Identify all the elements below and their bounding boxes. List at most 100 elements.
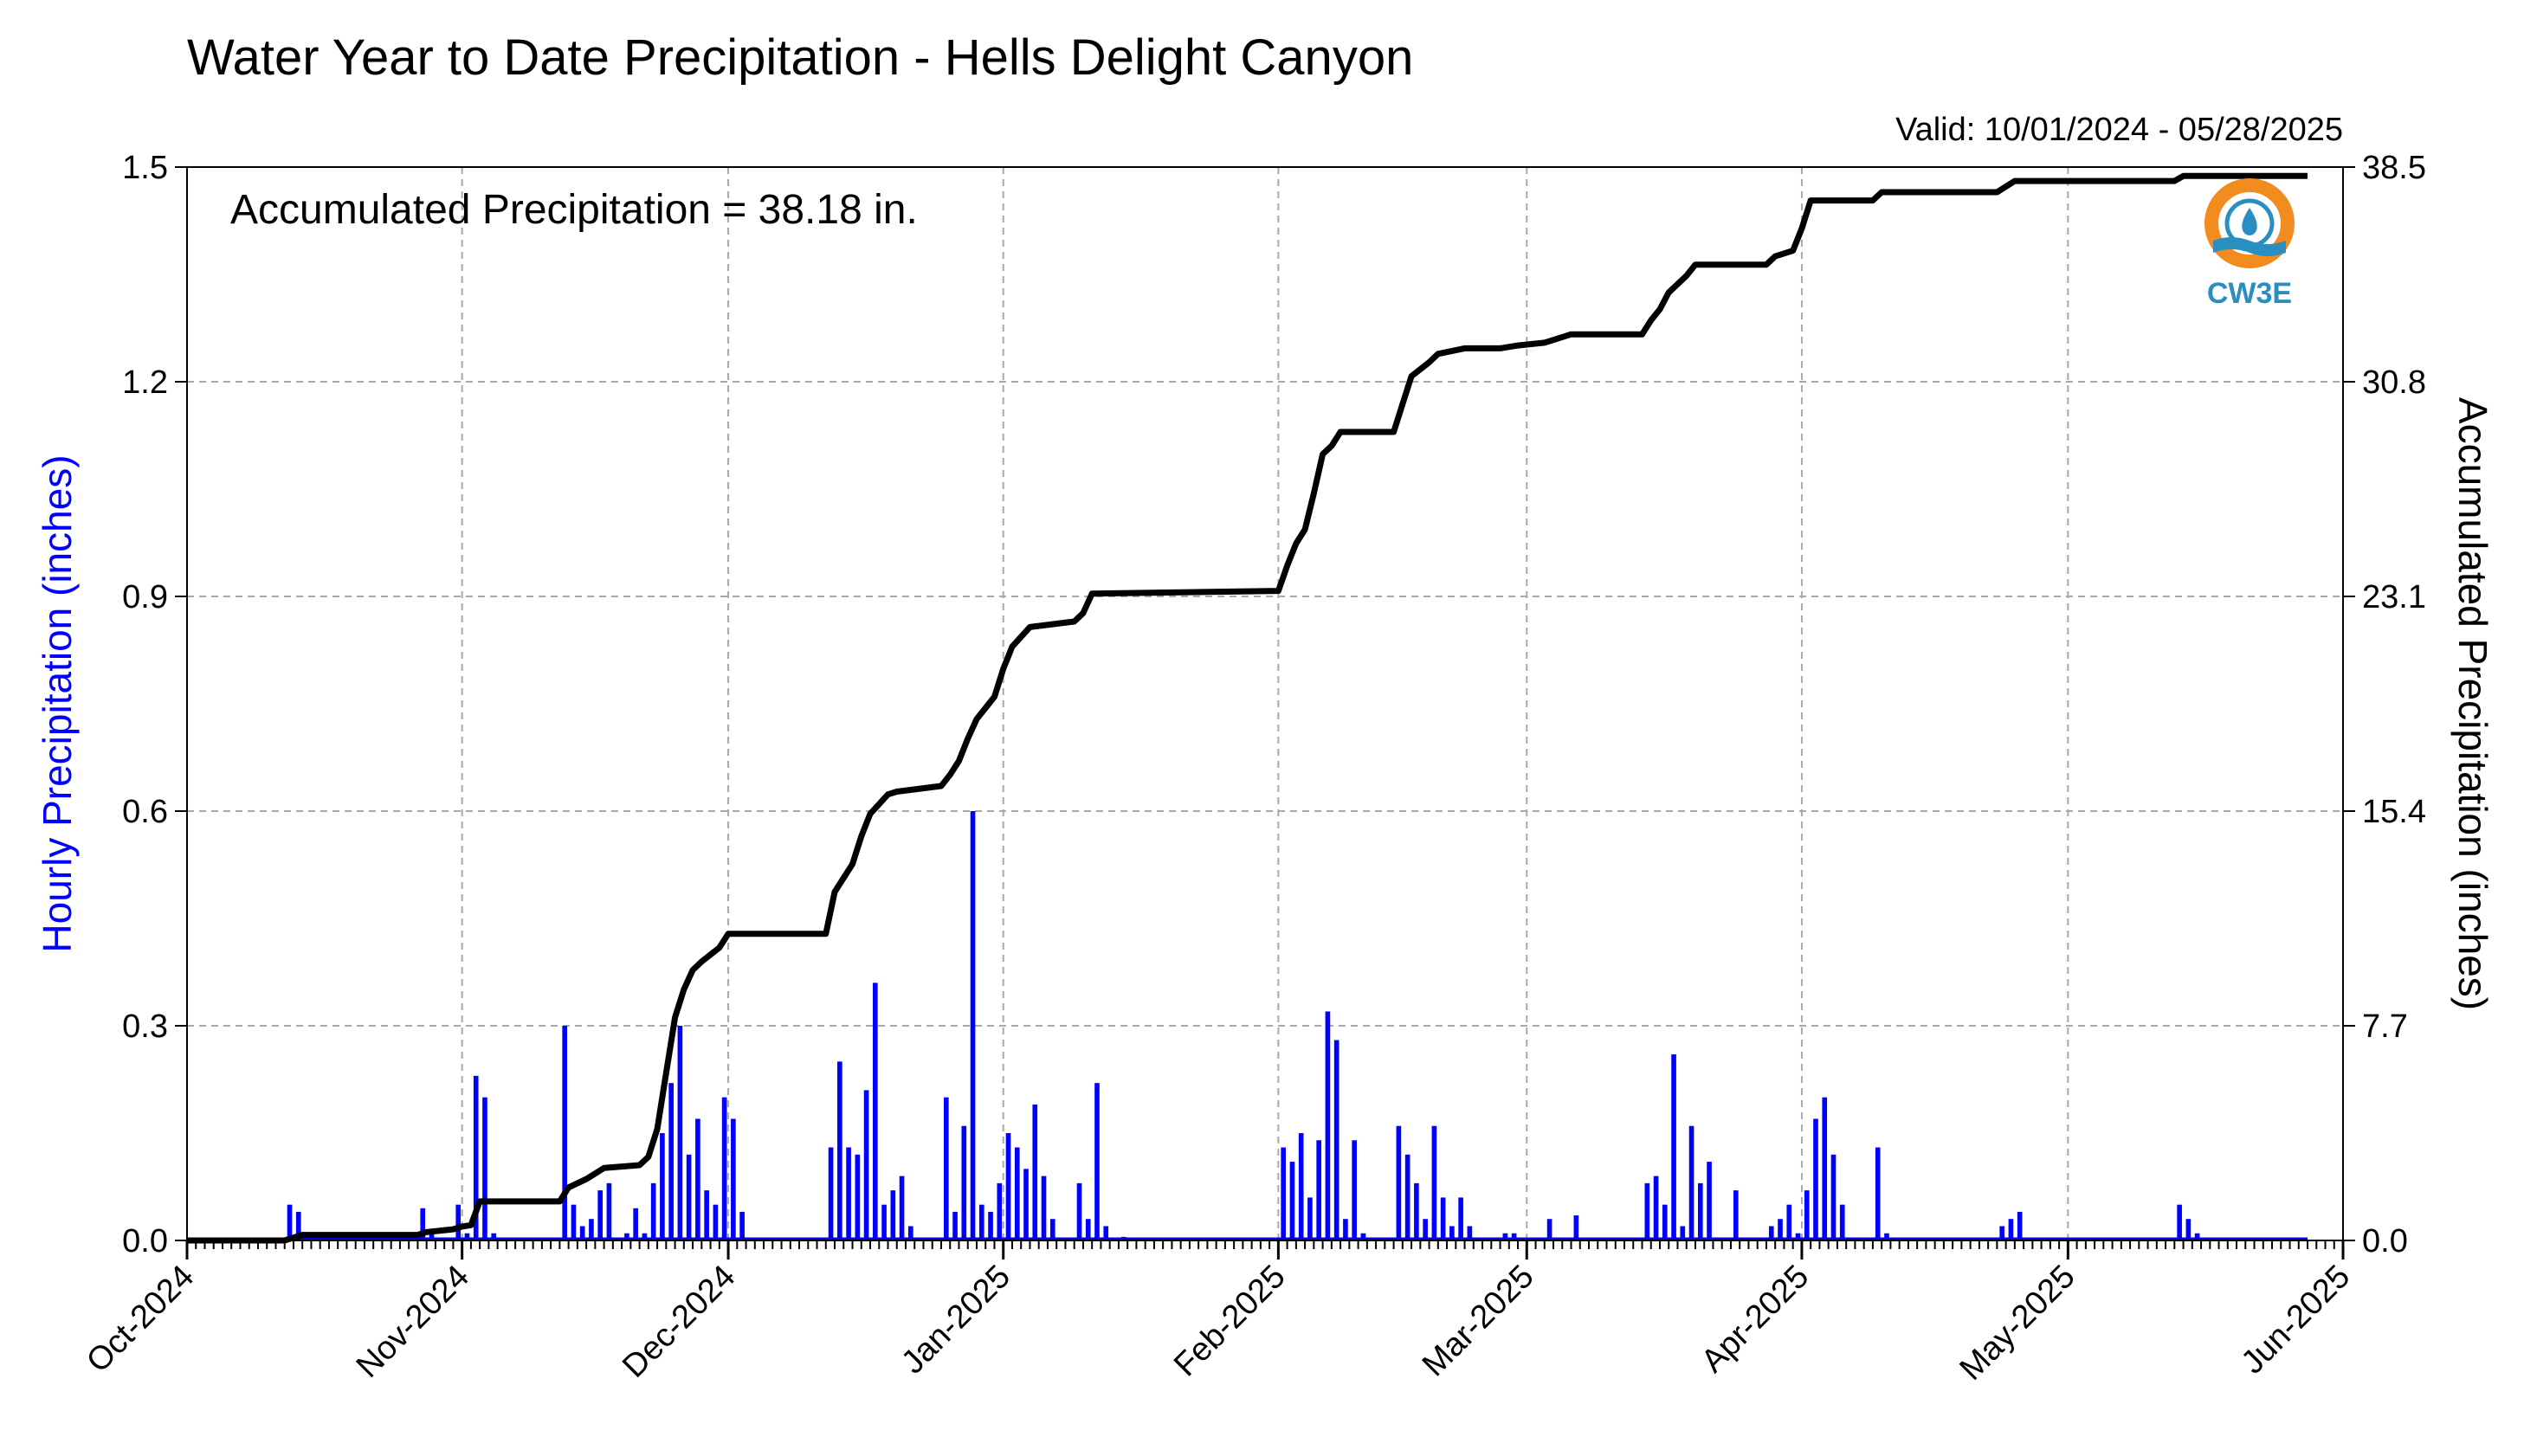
hourly-bar	[899, 1176, 905, 1240]
hourly-bar	[1325, 1011, 1331, 1240]
hourly-bar	[863, 1090, 869, 1240]
hourly-bar	[650, 1182, 656, 1240]
hourly-bar	[1546, 1219, 1552, 1240]
hourly-bar	[295, 1211, 301, 1240]
hourly-bar	[491, 1233, 497, 1240]
hourly-bar	[464, 1233, 470, 1240]
hourly-bar	[455, 1204, 462, 1240]
hourly-bar	[1839, 1204, 1845, 1240]
left-tick-label: 0.3	[122, 1008, 168, 1045]
hourly-bar	[473, 1075, 479, 1240]
hourly-bar	[420, 1208, 426, 1240]
left-tick-label: 1.5	[122, 150, 168, 186]
hourly-bar	[287, 1204, 293, 1240]
x-tick-label: Nov-2024	[350, 1259, 476, 1385]
hourly-bar	[2008, 1219, 2014, 1240]
hourly-bar	[1431, 1125, 1437, 1240]
x-tick-label: Jun-2025	[2235, 1259, 2358, 1382]
left-tick-label: 0.6	[122, 794, 168, 830]
hourly-bar	[1449, 1226, 1455, 1240]
hourly-bar	[1671, 1054, 1676, 1240]
chart-title: Water Year to Date Precipitation - Hells…	[187, 29, 1413, 86]
hourly-bar	[1644, 1182, 1650, 1240]
hourly-bar	[1307, 1197, 1313, 1240]
hourly-bar	[1813, 1118, 1818, 1240]
hourly-bar	[1032, 1104, 1038, 1240]
hourly-bar	[579, 1226, 585, 1240]
hourly-bar	[1697, 1182, 1703, 1240]
hourly-bar	[846, 1147, 851, 1240]
hourly-bar	[633, 1208, 638, 1240]
left-axis-label: Hourly Precipitation (inches)	[35, 454, 80, 952]
hourly-bar	[642, 1233, 648, 1240]
hourly-bar	[713, 1204, 719, 1240]
hourly-bar	[597, 1190, 603, 1240]
hourly-bar	[952, 1211, 958, 1240]
hourly-bar	[668, 1083, 674, 1240]
hourly-bar	[1830, 1154, 1837, 1240]
hourly-bar	[890, 1190, 896, 1240]
hourly-bar	[1707, 1162, 1712, 1240]
hourly-bar	[1999, 1226, 2005, 1240]
hourly-bar	[2194, 1233, 2200, 1240]
left-tick-label: 0.0	[122, 1223, 168, 1260]
hourly-bar	[837, 1061, 842, 1240]
left-tick-label: 0.9	[122, 579, 168, 615]
hourly-bar	[1822, 1097, 1828, 1240]
hourly-bar	[828, 1147, 834, 1240]
accumulated-total-annotation: Accumulated Precipitation = 38.18 in.	[230, 187, 918, 233]
hourly-bar	[589, 1219, 594, 1240]
x-minor-ticks	[186, 1240, 2344, 1249]
x-tick-label: Apr-2025	[1695, 1259, 1816, 1380]
accumulated-precip-line-group	[187, 172, 2308, 1244]
hourly-bar	[1298, 1133, 1304, 1240]
hourly-bar	[1360, 1233, 1366, 1240]
hourly-bar	[988, 1211, 993, 1240]
right-tick-label: 23.1	[2362, 579, 2426, 615]
x-tick-label: Mar-2025	[1416, 1259, 1541, 1384]
x-tick-label: Feb-2025	[1167, 1259, 1293, 1384]
hourly-bar	[1103, 1226, 1109, 1240]
hourly-bar	[2017, 1211, 2023, 1240]
hourly-bar	[1440, 1197, 1446, 1240]
hourly-bar	[1396, 1125, 1402, 1240]
hourly-bar	[695, 1118, 700, 1240]
hourly-bar	[1120, 1236, 1126, 1240]
hourly-bar	[1094, 1083, 1100, 1240]
hourly-bar	[873, 982, 878, 1240]
x-tick-label: Oct-2024	[80, 1259, 201, 1380]
hourly-bar	[1005, 1133, 1011, 1240]
hourly-bar	[1343, 1219, 1348, 1240]
hourly-bar	[1680, 1226, 1686, 1240]
cw3e-logo: CW3E	[2204, 178, 2295, 310]
hourly-bar	[1414, 1182, 1419, 1240]
hourly-bar	[429, 1233, 435, 1240]
hourly-bar	[624, 1233, 629, 1240]
gridlines	[187, 167, 2343, 1240]
logo-text: CW3E	[2207, 277, 2292, 310]
hourly-bar	[562, 1026, 568, 1240]
x-tick-label: Dec-2024	[616, 1259, 742, 1385]
right-tick-label: 30.8	[2362, 364, 2426, 401]
hourly-bar	[1884, 1233, 1889, 1240]
hourly-bar	[1333, 1040, 1339, 1240]
x-axis-ticks: Oct-2024 Nov-2024 Dec-2024 Jan-2025 Feb-2025…	[80, 1240, 2357, 1388]
hourly-bar	[961, 1125, 967, 1240]
hourly-bar	[1573, 1215, 1579, 1240]
right-tick-label: 38.5	[2362, 150, 2426, 186]
hourly-bar	[1662, 1204, 1668, 1240]
hourly-bar	[660, 1133, 665, 1240]
hourly-bar	[1281, 1147, 1287, 1240]
valid-range-label: Valid: 10/01/2024 - 05/28/2025	[1895, 112, 2343, 148]
hourly-bar	[1786, 1204, 1792, 1240]
hourly-bar	[1014, 1147, 1020, 1240]
hourly-bar	[1352, 1140, 1357, 1240]
x-tick-label: May-2025	[1953, 1259, 2082, 1388]
hourly-bar	[1875, 1147, 1881, 1240]
hourly-bar	[731, 1118, 736, 1240]
hourly-bar	[1076, 1182, 1082, 1240]
plot-frame	[186, 166, 2344, 1241]
hourly-bar	[908, 1226, 913, 1240]
logo-ring	[2204, 178, 2295, 268]
hourly-bar	[686, 1154, 692, 1240]
